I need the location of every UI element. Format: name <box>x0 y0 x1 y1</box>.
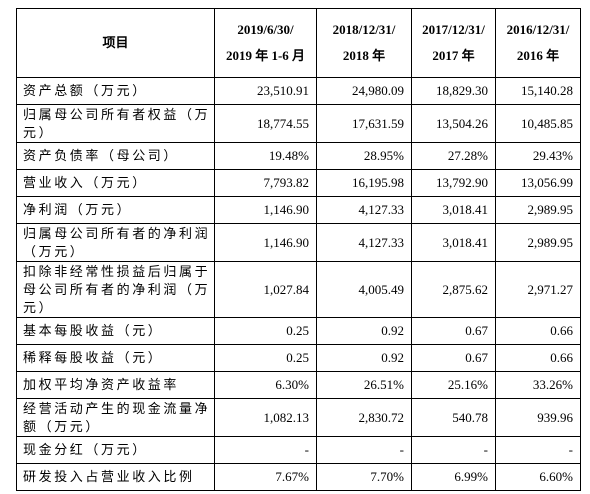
financial-table: 项目 2019/6/30/2019 年 1-6 月 2018/12/31/2018 … <box>16 8 581 491</box>
table-row: 加权平均净资产收益率 6.30% 26.51% 25.16% 33.26% <box>16 371 581 399</box>
row-label: 现金分红（万元） <box>16 436 215 464</box>
value-cell: - <box>411 436 496 464</box>
value-cell: 13,504.26 <box>411 104 496 143</box>
row-label: 归属母公司所有者的净利润（万元） <box>16 223 215 262</box>
value-cell: 15,140.28 <box>495 77 581 105</box>
value-cell: - <box>214 436 317 464</box>
header-line: 2018/12/31/ <box>332 22 396 37</box>
value-cell: 540.78 <box>411 398 496 437</box>
table-row: 基本每股收益（元） 0.25 0.92 0.67 0.66 <box>16 317 581 345</box>
header-line: 2019/6/30/ <box>237 22 294 37</box>
header-line: 2019 年 1-6 月 <box>225 48 306 63</box>
value-cell: 2,971.27 <box>495 261 581 318</box>
table-row: 净利润（万元） 1,146.90 4,127.33 3,018.41 2,989.95 <box>16 196 581 224</box>
header-line: 2017/12/31/ <box>422 22 485 37</box>
value-cell: 6.30% <box>214 371 317 399</box>
header-line: 2016 年 <box>516 48 560 63</box>
table-row: 稀释每股收益（元） 0.25 0.92 0.67 0.66 <box>16 344 581 372</box>
value-cell: 7.70% <box>316 463 412 491</box>
table-row: 资产总额（万元） 23,510.91 24,980.09 18,829.30 15,14… <box>16 77 581 105</box>
value-cell: 0.92 <box>316 344 412 372</box>
value-cell: 0.66 <box>495 317 581 345</box>
table-row: 现金分红（万元） - - - - <box>16 436 581 464</box>
table-row: 营业收入（万元） 7,793.82 16,195.98 13,792.90 13,056… <box>16 169 581 197</box>
value-cell: 26.51% <box>316 371 412 399</box>
value-cell: 25.16% <box>411 371 496 399</box>
table-row: 研发投入占营业收入比例 7.67% 7.70% 6.99% 6.60% <box>16 463 581 491</box>
value-cell: 4,127.33 <box>316 223 412 262</box>
row-label: 营业收入（万元） <box>16 169 215 197</box>
value-cell: 3,018.41 <box>411 223 496 262</box>
row-label: 扣除非经常性损益后归属于母公司所有者的净利润（万元） <box>16 261 215 318</box>
value-cell: 16,195.98 <box>316 169 412 197</box>
value-cell: 1,146.90 <box>214 223 317 262</box>
value-cell: 2,989.95 <box>495 223 581 262</box>
row-label: 资产总额（万元） <box>16 77 215 105</box>
value-cell: 2,875.62 <box>411 261 496 318</box>
value-cell: 1,146.90 <box>214 196 317 224</box>
value-cell: 2,989.95 <box>495 196 581 224</box>
table-body: 资产总额（万元） 23,510.91 24,980.09 18,829.30 15,14… <box>16 77 581 491</box>
value-cell: 23,510.91 <box>214 77 317 105</box>
row-label: 研发投入占营业收入比例 <box>16 463 215 491</box>
header-cell: 2018/12/31/2018 年 <box>316 8 412 78</box>
value-cell: 17,631.59 <box>316 104 412 143</box>
header-line: 2018 年 <box>342 48 386 63</box>
value-cell: 19.48% <box>214 142 317 170</box>
row-label: 净利润（万元） <box>16 196 215 224</box>
value-cell: 13,056.99 <box>495 169 581 197</box>
value-cell: - <box>316 436 412 464</box>
value-cell: 0.25 <box>214 344 317 372</box>
row-label: 资产负债率（母公司） <box>16 142 215 170</box>
value-cell: 0.66 <box>495 344 581 372</box>
value-cell: 4,005.49 <box>316 261 412 318</box>
value-cell: 1,027.84 <box>214 261 317 318</box>
value-cell: 1,082.13 <box>214 398 317 437</box>
value-cell: 24,980.09 <box>316 77 412 105</box>
header-cell: 2016/12/31/2016 年 <box>495 8 581 78</box>
value-cell: 18,829.30 <box>411 77 496 105</box>
value-cell: 6.60% <box>495 463 581 491</box>
value-cell: 29.43% <box>495 142 581 170</box>
value-cell: 7.67% <box>214 463 317 491</box>
value-cell: 7,793.82 <box>214 169 317 197</box>
header-cell: 2019/6/30/2019 年 1-6 月 <box>214 8 317 78</box>
table-row: 经营活动产生的现金流量净额（万元） 1,082.13 2,830.72 540.78 9… <box>16 398 581 437</box>
value-cell: - <box>495 436 581 464</box>
value-cell: 4,127.33 <box>316 196 412 224</box>
table-row: 扣除非经常性损益后归属于母公司所有者的净利润（万元） 1,027.84 4,005.… <box>16 261 581 318</box>
row-label: 经营活动产生的现金流量净额（万元） <box>16 398 215 437</box>
row-label: 加权平均净资产收益率 <box>16 371 215 399</box>
value-cell: 28.95% <box>316 142 412 170</box>
row-label: 稀释每股收益（元） <box>16 344 215 372</box>
value-cell: 0.92 <box>316 317 412 345</box>
table-row: 归属母公司所有者权益（万元） 18,774.55 17,631.59 13,504.2… <box>16 104 581 143</box>
value-cell: 27.28% <box>411 142 496 170</box>
header-line: 2017 年 <box>432 48 475 63</box>
value-cell: 0.67 <box>411 344 496 372</box>
row-label: 基本每股收益（元） <box>16 317 215 345</box>
row-label: 归属母公司所有者权益（万元） <box>16 104 215 143</box>
header-row: 项目 2019/6/30/2019 年 1-6 月 2018/12/31/2018 … <box>16 8 581 78</box>
value-cell: 13,792.90 <box>411 169 496 197</box>
value-cell: 0.67 <box>411 317 496 345</box>
header-cell: 2017/12/31/2017 年 <box>411 8 496 78</box>
value-cell: 10,485.85 <box>495 104 581 143</box>
value-cell: 939.96 <box>495 398 581 437</box>
header-line: 2016/12/31/ <box>506 22 570 37</box>
value-cell: 0.25 <box>214 317 317 345</box>
table-row: 归属母公司所有者的净利润（万元） 1,146.90 4,127.33 3,018.41… <box>16 223 581 262</box>
value-cell: 6.99% <box>411 463 496 491</box>
header-cell: 项目 <box>16 8 215 78</box>
value-cell: 18,774.55 <box>214 104 317 143</box>
table-row: 资产负债率（母公司） 19.48% 28.95% 27.28% 29.43% <box>16 142 581 170</box>
value-cell: 33.26% <box>495 371 581 399</box>
value-cell: 3,018.41 <box>411 196 496 224</box>
value-cell: 2,830.72 <box>316 398 412 437</box>
